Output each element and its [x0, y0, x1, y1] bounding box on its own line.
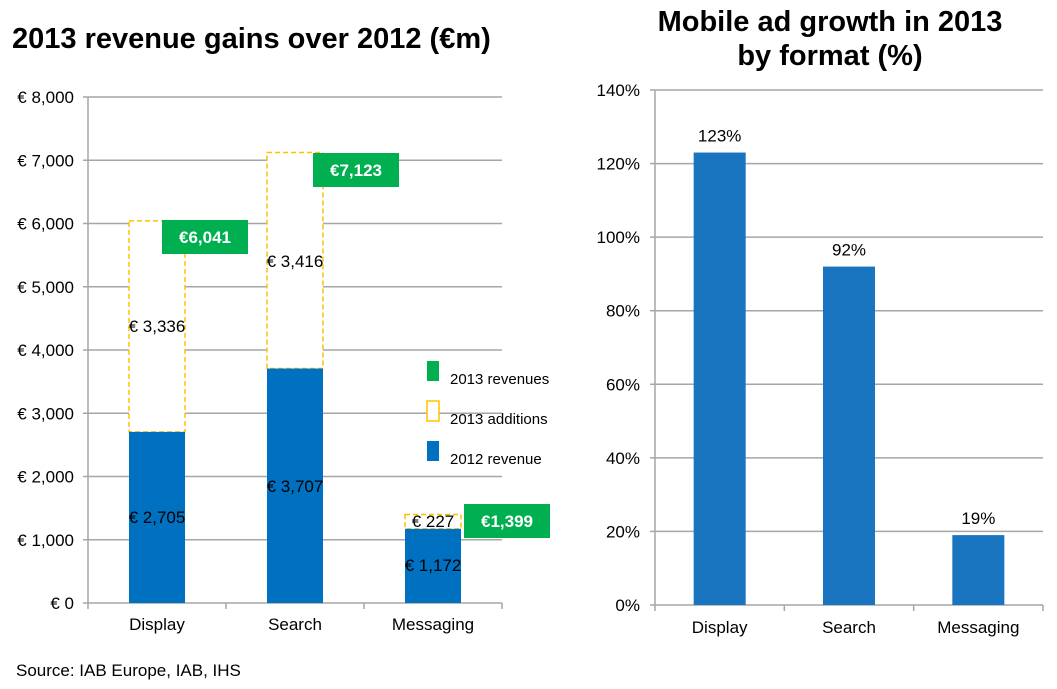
label-2012-revenue: € 2,705	[129, 508, 186, 527]
y-tick-label: € 7,000	[17, 151, 74, 170]
y-tick-label: € 3,000	[17, 404, 74, 423]
label-2013-additions: € 3,416	[267, 252, 324, 271]
label-2013-additions: € 3,336	[129, 317, 186, 336]
total-2013-label: €6,041	[179, 228, 231, 247]
legend-swatch	[426, 400, 440, 422]
y-tick-label: € 4,000	[17, 341, 74, 360]
y-tick-label: 0%	[615, 596, 640, 615]
x-category-label: Search	[822, 618, 876, 637]
total-2013-box	[464, 504, 550, 538]
source-note: Source: IAB Europe, IAB, IHS	[16, 661, 241, 680]
y-tick-label: 100%	[597, 228, 640, 247]
bar-growth	[693, 152, 746, 606]
right-title-line-2: by format (%)	[737, 40, 923, 72]
legend-label: 2013 revenues	[450, 371, 549, 388]
bar-2013-additions	[266, 151, 324, 370]
label-2012-revenue: € 1,172	[405, 556, 462, 575]
total-2013-label: €7,123	[330, 161, 382, 180]
x-category-label: Messaging	[392, 615, 474, 634]
data-label: 123%	[698, 127, 741, 146]
y-tick-label: € 8,000	[17, 88, 74, 107]
y-tick-label: 40%	[606, 449, 640, 468]
bar-2012-revenue	[267, 368, 323, 603]
bar-2012-revenue	[129, 431, 185, 603]
label-2012-revenue: € 3,707	[267, 477, 324, 496]
legend-swatch	[427, 361, 439, 381]
bar-growth	[823, 266, 875, 605]
x-category-label: Messaging	[937, 618, 1019, 637]
legend-label: 2012 revenue	[450, 451, 542, 468]
y-tick-label: € 1,000	[17, 531, 74, 550]
y-tick-label: € 2,000	[17, 468, 74, 487]
label-2013-additions: € 227	[412, 512, 455, 531]
right-chart-title: Mobile ad growth in 2013 by format (%)	[600, 5, 1057, 73]
left-chart-title: 2013 revenue gains over 2012 (€m)	[12, 23, 491, 55]
bar-growth	[952, 535, 1005, 605]
total-2013-box	[162, 220, 248, 254]
y-tick-label: 20%	[606, 522, 640, 541]
y-tick-label: 120%	[597, 155, 640, 174]
y-tick-label: € 5,000	[17, 278, 74, 297]
bar-2013-additions	[128, 220, 186, 433]
right-title-line-1: Mobile ad growth in 2013	[657, 6, 1003, 38]
y-tick-label: 80%	[606, 302, 640, 321]
x-category-label: Display	[129, 615, 185, 634]
total-2013-box	[313, 153, 399, 187]
legend-swatch	[427, 441, 439, 461]
y-tick-label: € 6,000	[17, 215, 74, 234]
data-label: 92%	[832, 241, 866, 260]
y-tick-label: 140%	[597, 81, 640, 100]
y-tick-label: 60%	[606, 375, 640, 394]
data-label: 19%	[961, 509, 995, 528]
x-category-label: Search	[268, 615, 322, 634]
y-tick-label: € 0	[50, 594, 74, 613]
bar-2012-revenue	[405, 528, 461, 603]
x-category-label: Display	[692, 618, 748, 637]
legend-label: 2013 additions	[450, 411, 548, 428]
total-2013-label: €1,399	[481, 512, 533, 531]
